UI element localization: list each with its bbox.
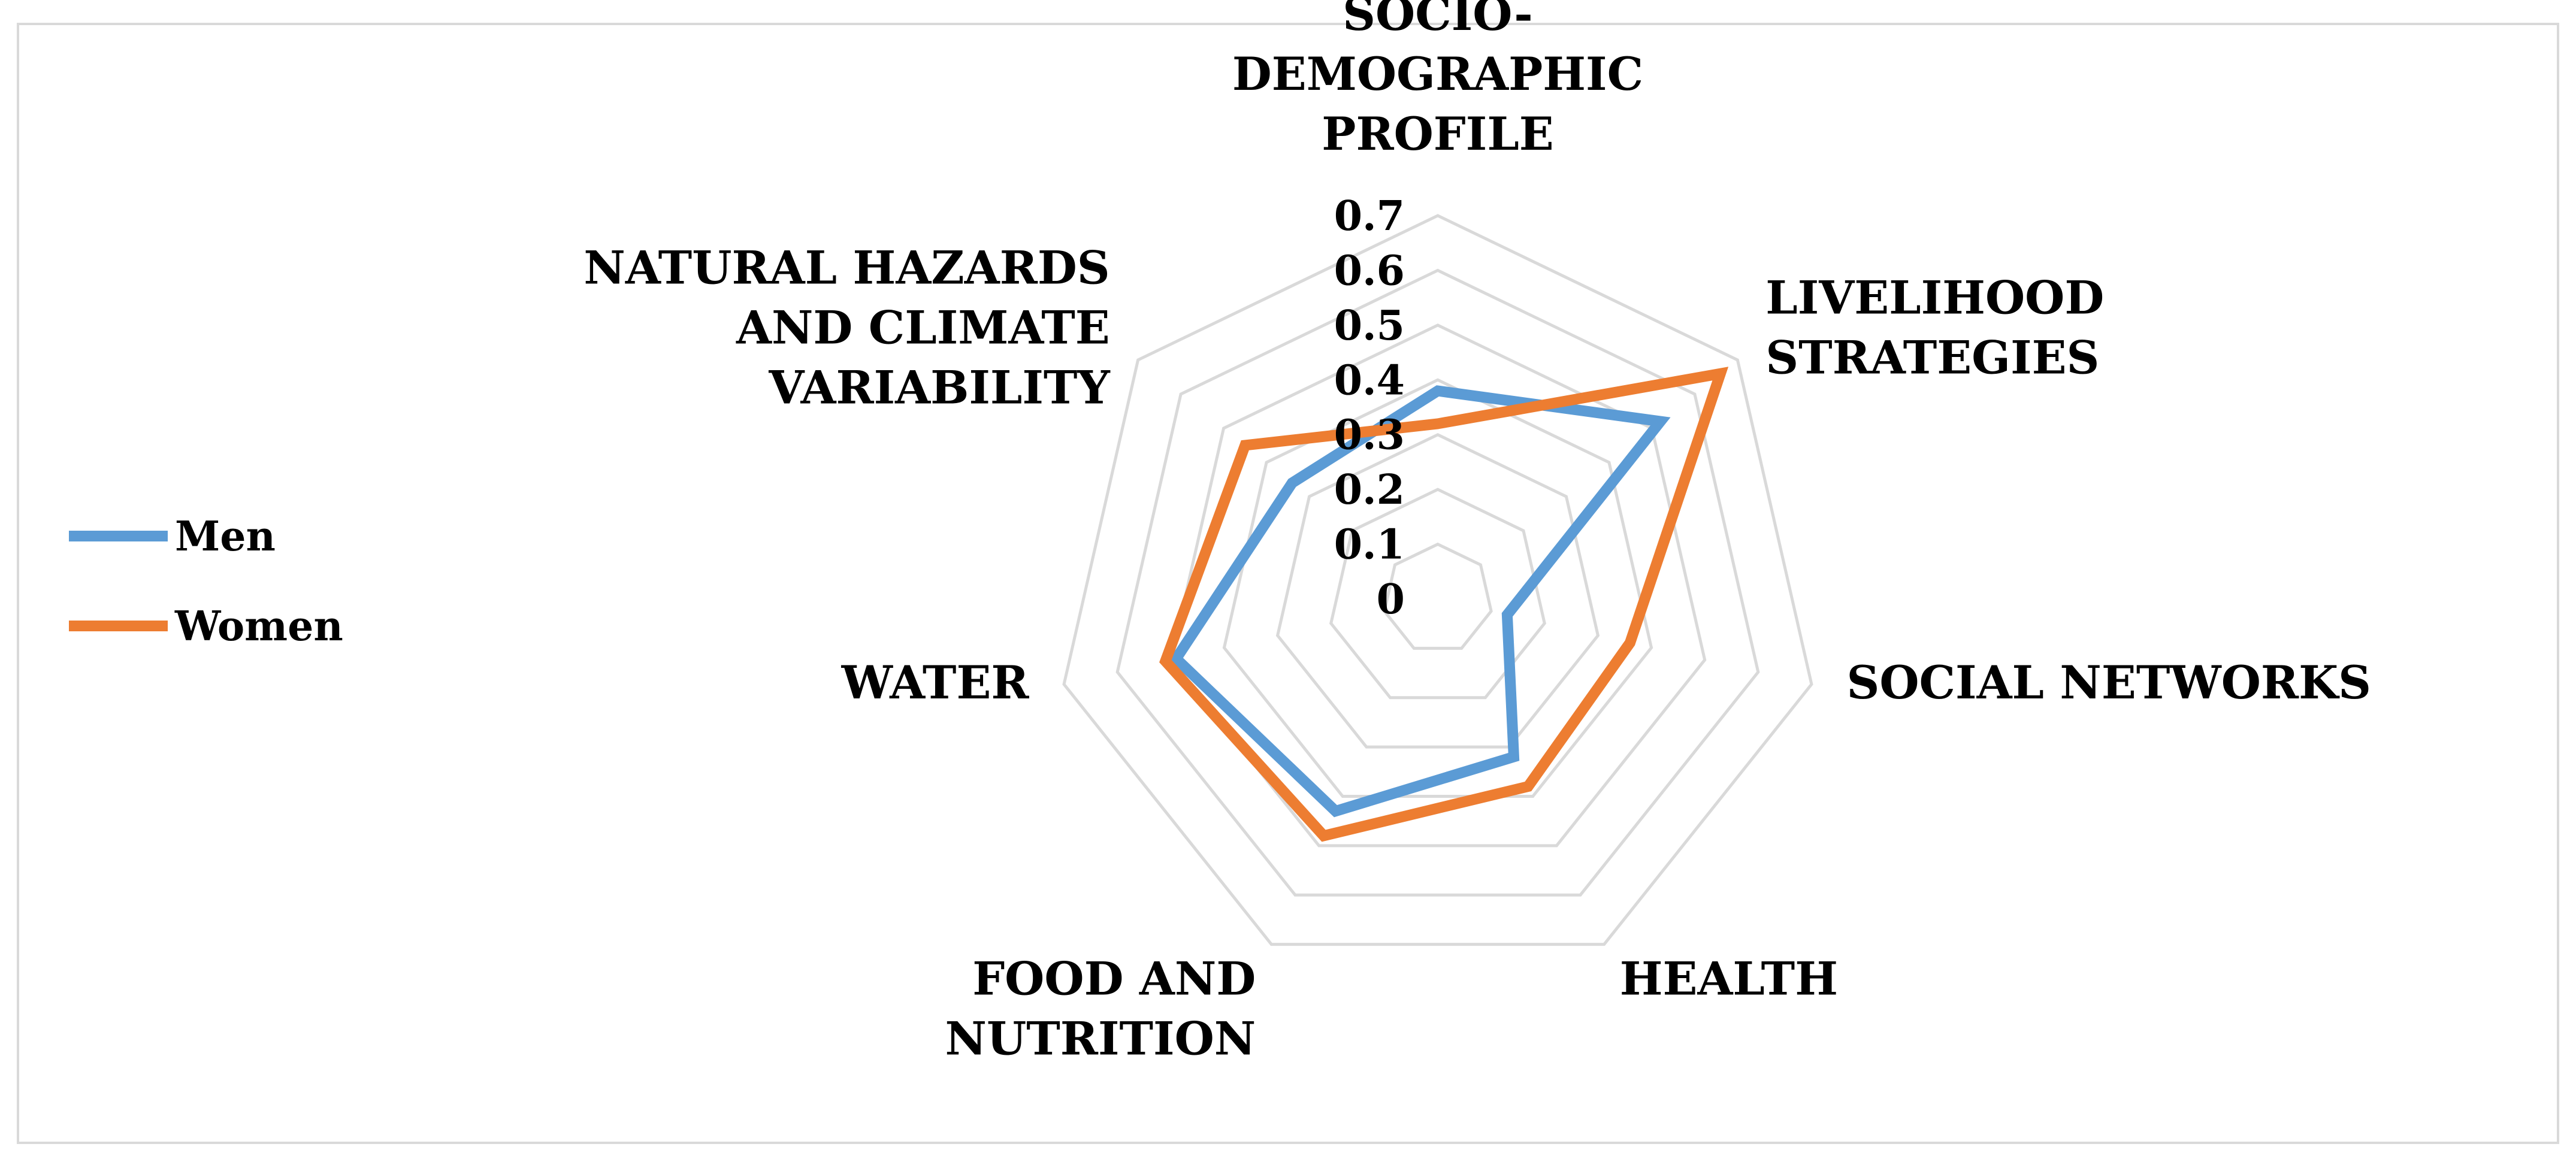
tick-label: 0.2 (1334, 466, 1405, 514)
series-line-men (1169, 385, 1671, 818)
grid-ring (1169, 323, 1707, 848)
radial-tick-labels: 0 0.1 0.2 0.3 0.4 0.5 0.6 0.7 (1334, 192, 1405, 624)
tick-label: 0.4 (1334, 356, 1405, 404)
legend-label-men: Men (175, 513, 276, 561)
axis-label: WATER (841, 656, 1030, 709)
grid-ring (1062, 214, 1813, 946)
tick-label: 0.5 (1334, 302, 1405, 350)
axis-label: SOCIAL NETWORKS (1846, 656, 2371, 709)
grid-ring (1383, 542, 1493, 650)
axis-label: NATURAL HAZARDS AND CLIMATE VARIABILITY (583, 241, 1110, 414)
tick-label: 0.6 (1334, 247, 1405, 295)
axis-labels: SOCIO-DEMOGRAPHIC PROFILE LIVELIHOOD STRATE… (583, 0, 2371, 1066)
tick-label: 0.3 (1334, 411, 1405, 459)
series-layer (1159, 367, 1729, 842)
tick-label: 0 (1377, 576, 1405, 624)
tick-label: 0.1 (1334, 521, 1405, 569)
grid-ring (1275, 432, 1600, 749)
legend: Men Women (69, 513, 343, 650)
axis-label: SOCIO-DEMOGRAPHIC PROFILE (1232, 0, 1643, 161)
legend-label-women: Women (174, 603, 343, 650)
axis-label: HEALTH (1620, 952, 1838, 1006)
grid-ring (1329, 488, 1546, 700)
axis-label: FOOD AND NUTRITION (945, 952, 1256, 1066)
grid-ring (1222, 378, 1653, 798)
series-line-women (1159, 367, 1729, 842)
tick-label: 0.7 (1334, 192, 1405, 240)
axis-label: LIVELIHOOD STRATEGIES (1765, 271, 2104, 385)
grid-ring (1115, 268, 1760, 897)
radar-grid (1062, 214, 1813, 946)
